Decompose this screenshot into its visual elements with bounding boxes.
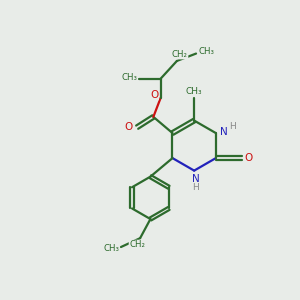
Text: CH₃: CH₃ <box>103 244 119 253</box>
Text: CH₃: CH₃ <box>186 88 202 97</box>
Text: N: N <box>220 127 228 136</box>
Text: O: O <box>150 90 158 100</box>
Text: H: H <box>229 122 236 131</box>
Text: CH₂: CH₂ <box>172 50 188 59</box>
Text: H: H <box>192 183 199 192</box>
Text: CH₃: CH₃ <box>198 47 214 56</box>
Text: CH₂: CH₂ <box>129 240 145 249</box>
Text: O: O <box>245 153 253 163</box>
Text: N: N <box>192 174 200 184</box>
Text: O: O <box>125 122 133 132</box>
Text: CH₃: CH₃ <box>121 73 137 82</box>
